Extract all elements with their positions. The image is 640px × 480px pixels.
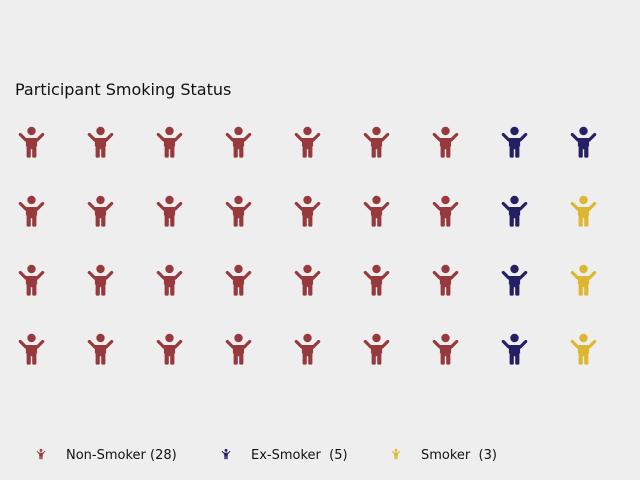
person-icon-ex-smoker bbox=[501, 126, 528, 158]
person-icon-non-smoker bbox=[87, 333, 114, 365]
person-icon-non-smoker bbox=[18, 195, 45, 227]
person-icon-non-smoker bbox=[432, 264, 459, 296]
legend-person-icon bbox=[36, 448, 46, 460]
person-icon-non-smoker bbox=[225, 195, 252, 227]
person-icon-ex-smoker bbox=[501, 195, 528, 227]
person-icon-non-smoker bbox=[294, 126, 321, 158]
person-icon-smoker bbox=[570, 333, 597, 365]
legend: Non-Smoker (28) Ex-Smoker (5) Smoker (3) bbox=[0, 444, 640, 468]
legend-item-non-smoker: Non-Smoker (28) bbox=[34, 444, 177, 466]
person-icon-non-smoker bbox=[363, 333, 390, 365]
person-icon-non-smoker bbox=[156, 195, 183, 227]
person-icon-non-smoker bbox=[18, 333, 45, 365]
person-icon-non-smoker bbox=[432, 126, 459, 158]
person-icon-non-smoker bbox=[156, 333, 183, 365]
person-icon-non-smoker bbox=[87, 126, 114, 158]
person-icon-smoker bbox=[570, 264, 597, 296]
person-icon-non-smoker bbox=[294, 333, 321, 365]
legend-label-non-smoker: Non-Smoker (28) bbox=[66, 447, 177, 463]
person-icon-non-smoker bbox=[225, 264, 252, 296]
person-icon-non-smoker bbox=[87, 195, 114, 227]
person-icon-non-smoker bbox=[294, 195, 321, 227]
person-icon-non-smoker bbox=[156, 126, 183, 158]
legend-person-icon bbox=[221, 448, 231, 460]
person-icon-non-smoker bbox=[18, 264, 45, 296]
person-icon-non-smoker bbox=[432, 333, 459, 365]
person-icon-ex-smoker bbox=[570, 126, 597, 158]
person-icon-non-smoker bbox=[156, 264, 183, 296]
person-icon-non-smoker bbox=[432, 195, 459, 227]
legend-label-ex-smoker: Ex-Smoker (5) bbox=[251, 447, 348, 463]
legend-item-ex-smoker: Ex-Smoker (5) bbox=[219, 444, 348, 466]
person-icon-smoker bbox=[570, 195, 597, 227]
person-icon-non-smoker bbox=[18, 126, 45, 158]
person-icon-non-smoker bbox=[363, 126, 390, 158]
pictogram-grid bbox=[18, 126, 597, 365]
chart-title: Participant Smoking Status bbox=[15, 80, 232, 99]
person-icon-non-smoker bbox=[87, 264, 114, 296]
person-icon-non-smoker bbox=[225, 126, 252, 158]
person-icon-ex-smoker bbox=[501, 264, 528, 296]
person-icon-non-smoker bbox=[225, 333, 252, 365]
person-icon-non-smoker bbox=[363, 264, 390, 296]
person-icon-ex-smoker bbox=[501, 333, 528, 365]
legend-item-smoker: Smoker (3) bbox=[389, 444, 497, 466]
person-icon-non-smoker bbox=[294, 264, 321, 296]
legend-label-smoker: Smoker (3) bbox=[421, 447, 497, 463]
person-icon-non-smoker bbox=[363, 195, 390, 227]
legend-person-icon bbox=[391, 448, 401, 460]
